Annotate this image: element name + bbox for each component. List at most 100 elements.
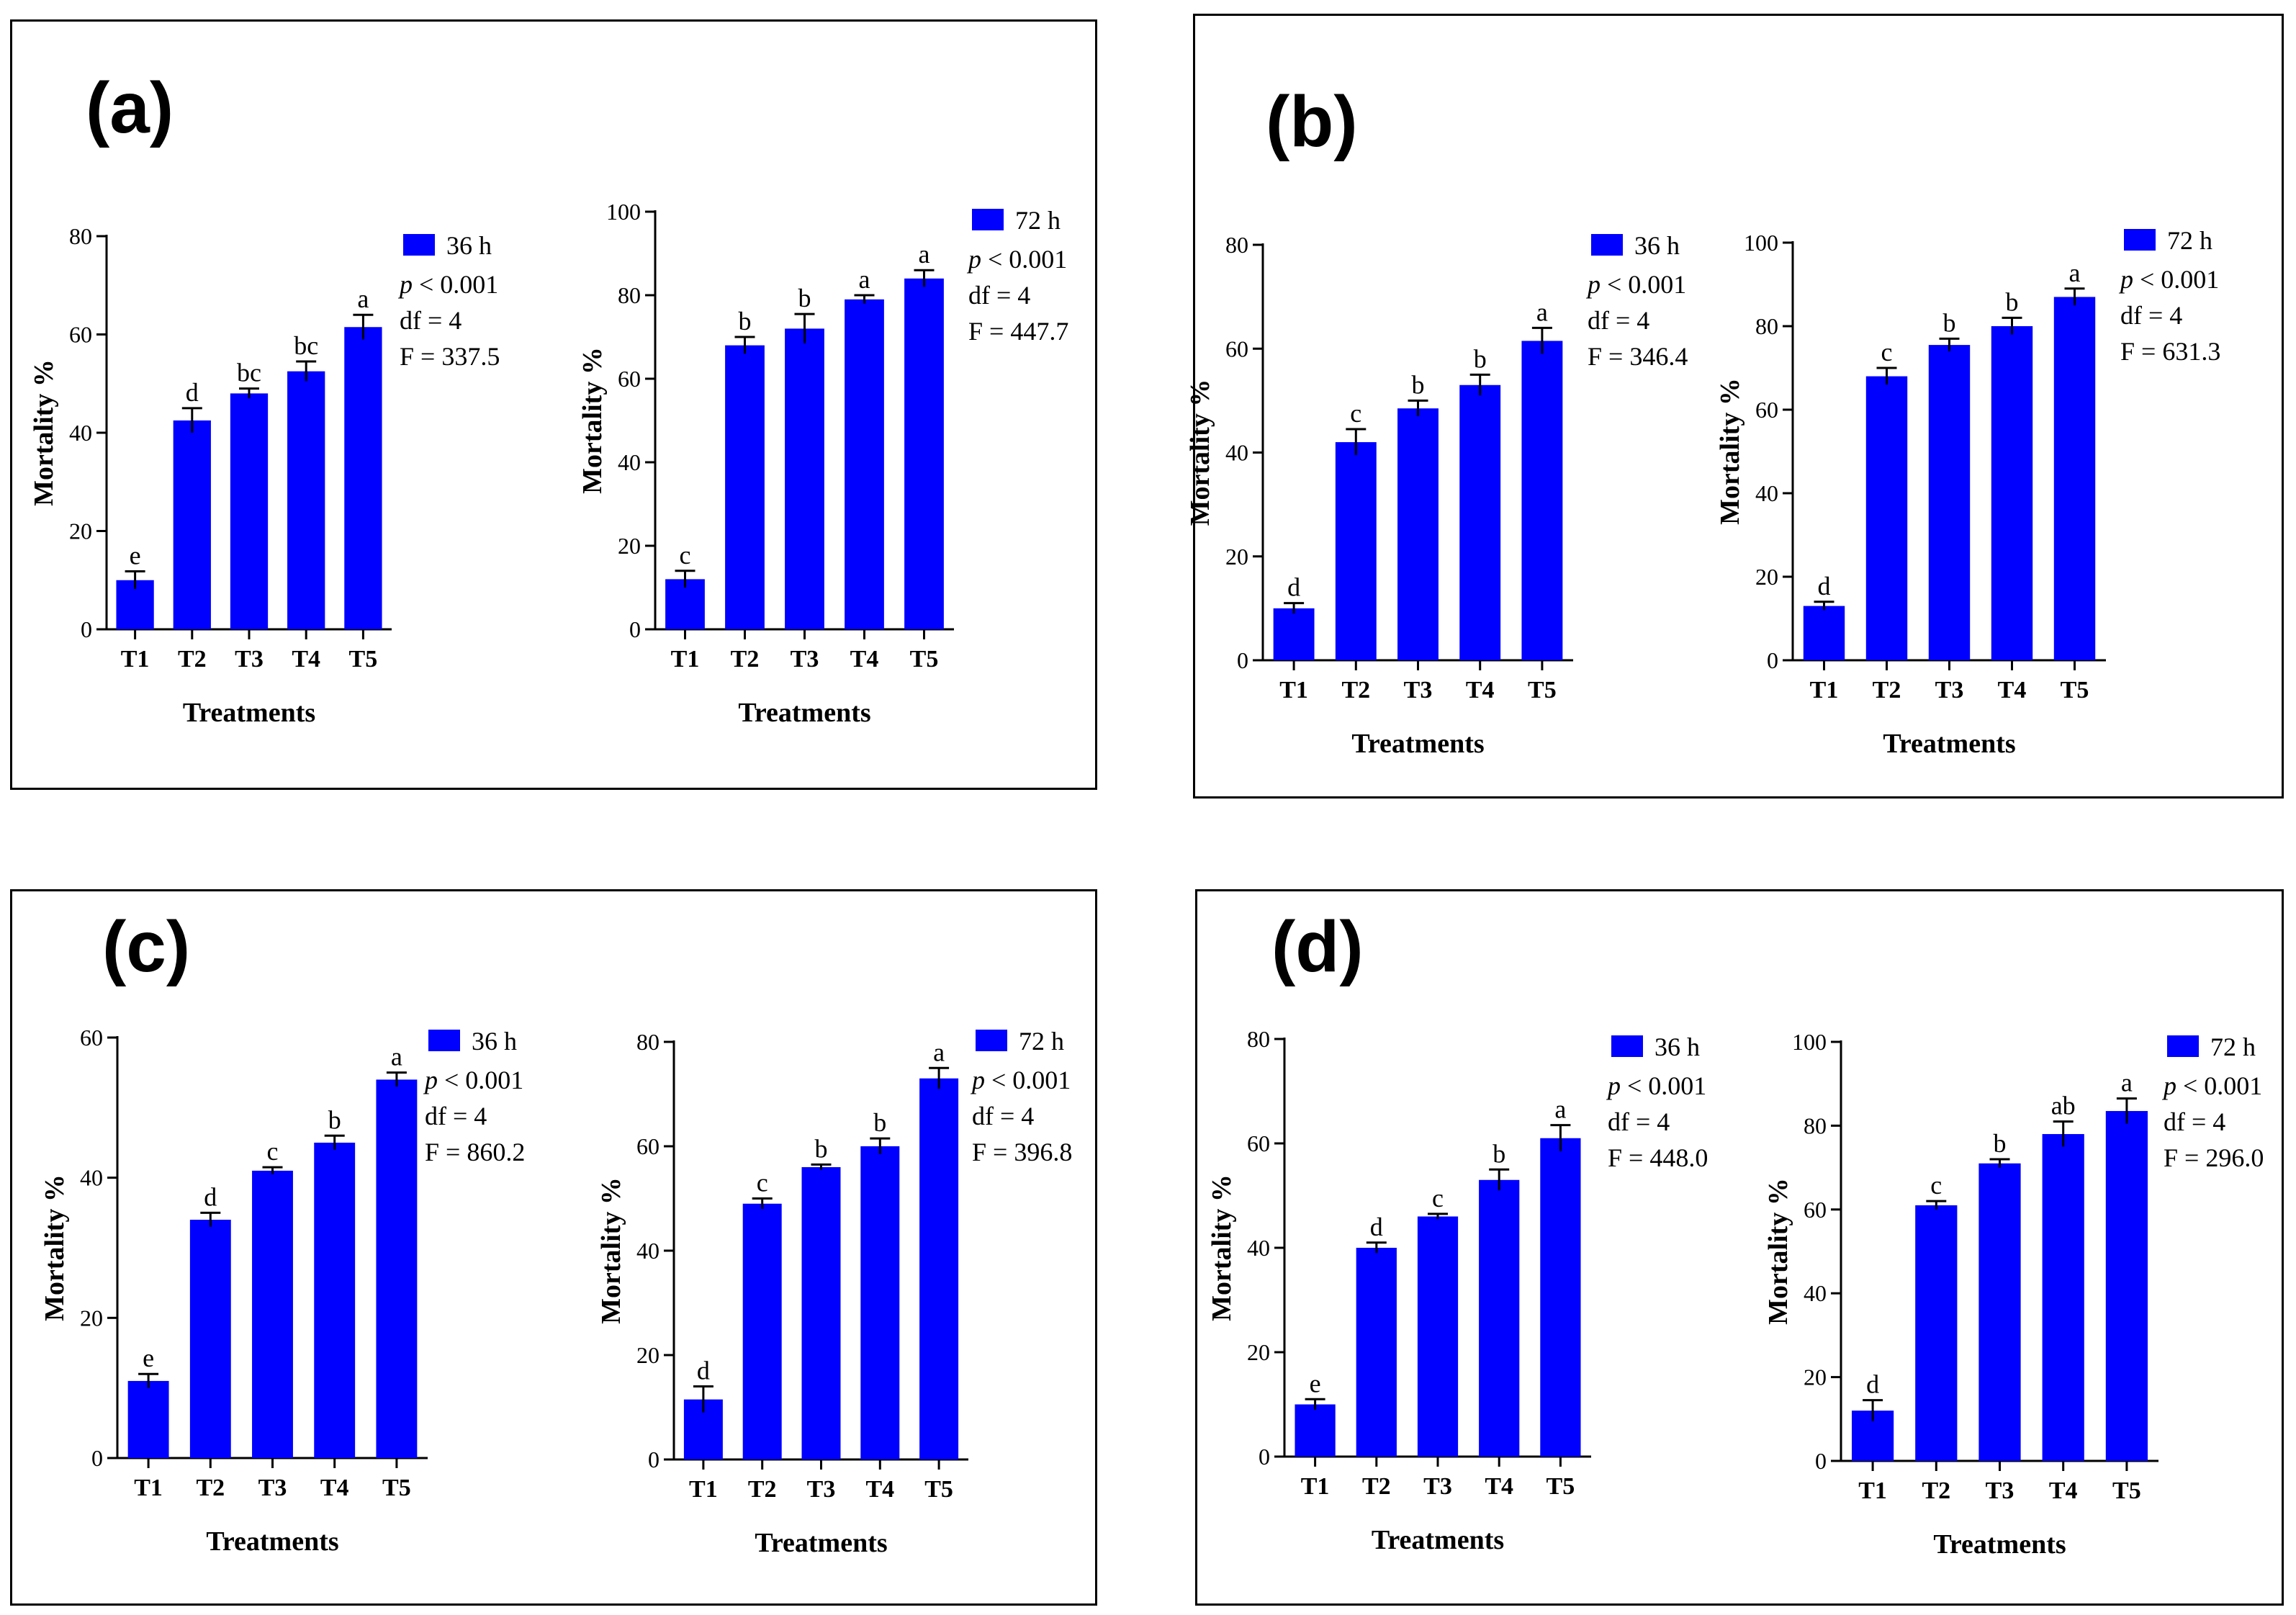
- y-tick-label: 80: [69, 223, 92, 249]
- legend-swatch: [976, 1030, 1007, 1051]
- bar: [1991, 326, 2033, 660]
- bar: [742, 1203, 782, 1459]
- y-tick-label: 100: [606, 199, 641, 225]
- x-tick-label: T1: [671, 646, 700, 672]
- y-tick-label: 20: [69, 518, 92, 544]
- x-tick-label: T1: [121, 646, 150, 672]
- significance-letter: b: [1943, 308, 1956, 337]
- y-tick-label: 60: [618, 366, 641, 392]
- x-tick-label: T1: [689, 1476, 718, 1503]
- df-text: df = 4: [400, 306, 462, 335]
- y-tick-label: 20: [1247, 1339, 1270, 1365]
- significance-letter: c: [1432, 1184, 1444, 1213]
- panel-b: (b): [1193, 14, 2284, 798]
- x-tick-label: T5: [924, 1476, 953, 1503]
- x-tick-label: T3: [258, 1475, 287, 1501]
- bar: [860, 1146, 900, 1459]
- significance-letter: e: [143, 1344, 154, 1372]
- significance-letter: a: [2069, 258, 2081, 287]
- x-tick-label: T5: [910, 646, 939, 672]
- significance-letter: c: [1350, 399, 1361, 428]
- x-tick-label: T5: [2112, 1477, 2141, 1504]
- df-text: df = 4: [2120, 301, 2182, 330]
- y-tick-label: 0: [81, 616, 92, 642]
- significance-letter: b: [739, 307, 752, 336]
- x-tick-label: T4: [865, 1476, 894, 1503]
- x-tick-label: T1: [1810, 677, 1839, 703]
- x-tick-label: T5: [382, 1475, 411, 1501]
- x-tick-label: T5: [349, 646, 378, 672]
- x-tick-label: T3: [235, 646, 264, 672]
- x-tick-label: T2: [731, 646, 760, 672]
- p-symbol: p: [970, 1066, 985, 1094]
- significance-letter: a: [933, 1038, 945, 1066]
- significance-letter: b: [1412, 370, 1425, 399]
- df-text: df = 4: [1588, 306, 1649, 335]
- significance-letter: d: [697, 1357, 710, 1385]
- p-threshold: < 0.001: [413, 270, 498, 299]
- legend-label: 36 h: [1655, 1033, 1700, 1061]
- legend-swatch: [1591, 234, 1623, 256]
- bar: [2105, 1111, 2148, 1461]
- panel-label-d: (d): [1271, 907, 1364, 987]
- p-value-text: p < 0.001: [1585, 270, 1686, 299]
- y-tick-label: 0: [1815, 1448, 1827, 1474]
- legend-swatch: [403, 234, 435, 256]
- y-tick-label: 80: [1755, 313, 1778, 339]
- bar: [1356, 1248, 1397, 1457]
- bar: [1397, 408, 1439, 660]
- p-threshold: < 0.001: [438, 1066, 523, 1094]
- x-tick-label: T3: [807, 1476, 836, 1503]
- p-symbol: p: [1585, 270, 1601, 299]
- x-tick-label: T4: [320, 1475, 349, 1501]
- x-tick-label: T1: [1279, 677, 1308, 703]
- x-tick-label: T2: [1873, 677, 1901, 703]
- legend-swatch: [2124, 229, 2156, 251]
- x-axis-label: Treatments: [1351, 729, 1484, 759]
- bar: [904, 278, 944, 629]
- significance-letter: bc: [294, 331, 318, 360]
- p-symbol: p: [2118, 265, 2133, 294]
- p-value-text: p < 0.001: [423, 1066, 523, 1094]
- significance-letter: a: [1554, 1095, 1566, 1124]
- x-tick-label: T4: [1466, 677, 1495, 703]
- p-symbol: p: [397, 270, 413, 299]
- legend-label: 36 h: [1634, 231, 1680, 260]
- p-threshold: < 0.001: [2176, 1071, 2262, 1100]
- y-tick-label: 0: [648, 1447, 659, 1472]
- y-axis-label: Mortality %: [1207, 1174, 1237, 1321]
- x-tick-label: T5: [2061, 677, 2089, 703]
- f-statistic-text: F = 447.7: [968, 317, 1068, 346]
- bar: [344, 327, 382, 629]
- y-tick-label: 0: [1767, 647, 1778, 673]
- f-statistic-text: F = 448.0: [1608, 1143, 1708, 1172]
- bar: [189, 1220, 231, 1458]
- significance-letter: c: [1930, 1171, 1942, 1200]
- y-axis-label: Mortality %: [1763, 1178, 1793, 1325]
- y-tick-label: 0: [1259, 1444, 1270, 1470]
- significance-letter: d: [1866, 1370, 1879, 1399]
- f-statistic-text: F = 631.3: [2120, 337, 2220, 366]
- p-threshold: < 0.001: [1601, 270, 1686, 299]
- p-value-text: p < 0.001: [2118, 265, 2219, 294]
- y-tick-label: 40: [1755, 480, 1778, 506]
- x-axis-label: Treatments: [206, 1526, 338, 1557]
- f-statistic-text: F = 860.2: [425, 1138, 525, 1166]
- p-threshold: < 0.001: [1621, 1071, 1706, 1100]
- p-threshold: < 0.001: [981, 245, 1067, 274]
- y-tick-label: 40: [1225, 440, 1248, 466]
- legend-label: 72 h: [1019, 1027, 1064, 1056]
- significance-letter: a: [2121, 1069, 2133, 1097]
- bar: [801, 1167, 841, 1459]
- bar: [1540, 1138, 1581, 1457]
- significance-letter: a: [859, 265, 870, 294]
- y-axis-label: Mortality %: [1715, 378, 1745, 525]
- y-tick-label: 20: [1755, 564, 1778, 590]
- significance-letter: b: [873, 1108, 886, 1137]
- significance-letter: b: [815, 1134, 828, 1163]
- significance-letter: ab: [2051, 1092, 2076, 1120]
- significance-letter: d: [1818, 572, 1831, 600]
- x-tick-label: T4: [1998, 677, 2027, 703]
- y-tick-label: 100: [1792, 1029, 1827, 1055]
